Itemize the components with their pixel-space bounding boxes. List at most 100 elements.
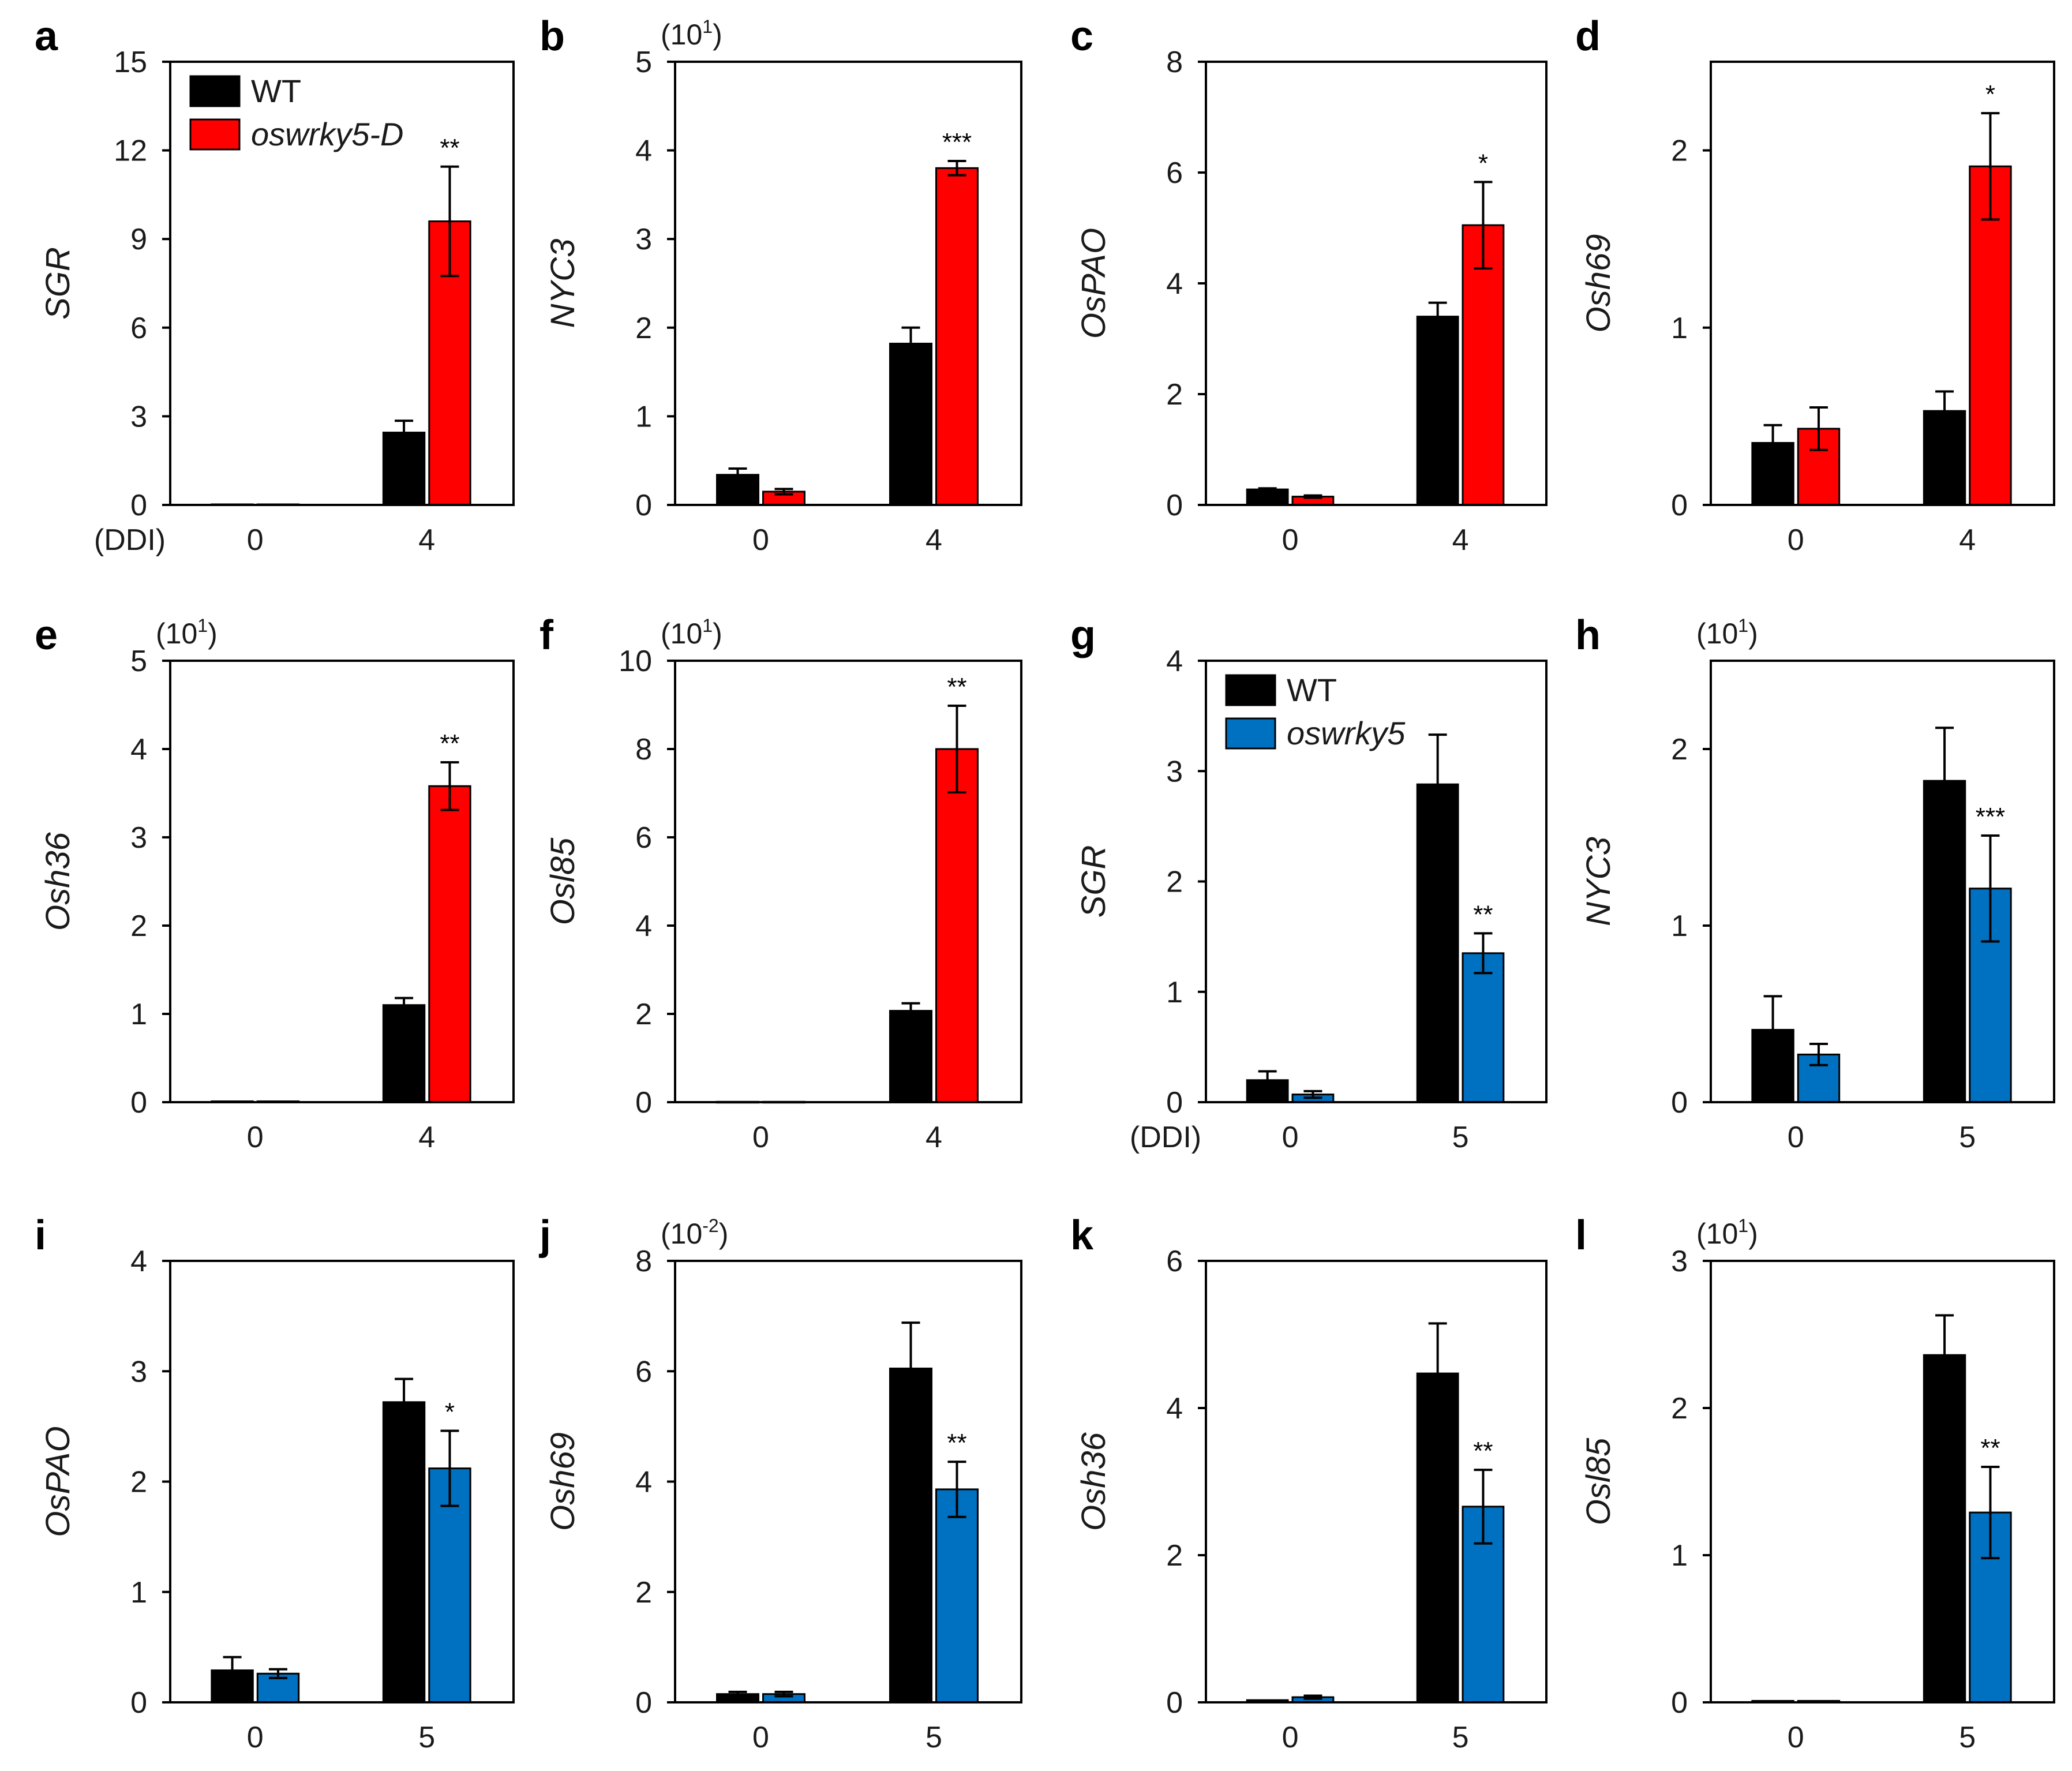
- y-axis-label: OsPAO: [1075, 228, 1112, 339]
- bar-e-WT-4: [382, 1004, 426, 1103]
- y-tick-label: 4: [1166, 645, 1183, 678]
- y-tick-label: 0: [1671, 1086, 1688, 1119]
- y-tick-label: 1: [1671, 1539, 1688, 1572]
- bar-b-oswrky5-D-4: [935, 167, 979, 506]
- bar-g-WT-5: [1416, 783, 1459, 1103]
- bar-k-WT-5: [1416, 1372, 1459, 1703]
- y-tick-label: 6: [635, 821, 652, 855]
- y-tick-label: 1: [1671, 909, 1688, 943]
- y-tick-label: 15: [114, 46, 147, 79]
- bar-e-oswrky5-D-4: [428, 785, 471, 1103]
- y-tick-label: 4: [635, 134, 652, 168]
- x-tick-label: 0: [1788, 523, 1804, 557]
- multiplier-close: ): [1748, 1218, 1758, 1250]
- y-tick-label: 0: [635, 489, 652, 522]
- plot-frame: [169, 61, 515, 506]
- x-tick-label: 4: [1452, 523, 1469, 557]
- multiplier-exponent: 1: [702, 16, 713, 37]
- x-tick-label: 0: [247, 1121, 264, 1154]
- x-tick-label: 0: [247, 523, 264, 557]
- y-tick-label: 0: [130, 489, 147, 522]
- x-tick-label: 5: [1452, 1121, 1469, 1154]
- x-axis-prefix: (DDI): [94, 523, 166, 557]
- plot-frame: [1710, 660, 2055, 1103]
- multiplier-base: (10: [156, 617, 197, 650]
- y-tick-label: 3: [130, 400, 147, 433]
- plot-frame: [169, 660, 515, 1103]
- bar-l-WT-5: [1923, 1354, 1966, 1703]
- multiplier-close: ): [713, 617, 722, 650]
- y-tick-label: 12: [114, 134, 147, 168]
- plot-frame: [1710, 1260, 2055, 1703]
- x-tick-label: 0: [1282, 1721, 1299, 1754]
- y-axis-label: Osh69: [1580, 234, 1617, 333]
- y-tick-label: 6: [130, 312, 147, 345]
- significance-marker: **: [947, 1429, 966, 1457]
- x-tick-label: 5: [1452, 1721, 1469, 1754]
- y-tick-label: 0: [130, 1086, 147, 1119]
- panel-f: f (101) 0 ** 4 0 2 4 6 8 10 Osl85: [539, 612, 1022, 1154]
- y-tick-label: 1: [130, 1576, 147, 1609]
- y-tick-label: 4: [635, 909, 652, 943]
- y-axis-label: Osl85: [1580, 1437, 1617, 1525]
- x-tick-label: 4: [1959, 523, 1976, 557]
- panel-letter: h: [1575, 612, 1601, 658]
- y-tick-label: 2: [130, 1466, 147, 1499]
- y-tick-label: 1: [130, 998, 147, 1031]
- x-tick-label: 0: [1788, 1121, 1804, 1154]
- x-tick-label: 5: [1959, 1721, 1976, 1754]
- legend-swatch: [1225, 674, 1276, 706]
- y-tick-label: 6: [1166, 156, 1183, 190]
- y-axis-label: Osh36: [39, 832, 77, 931]
- bar-f-WT-4: [889, 1010, 932, 1103]
- y-tick-label: 0: [1166, 1086, 1183, 1119]
- axis-multiplier: (101): [1696, 615, 1758, 650]
- x-tick-label: 4: [418, 523, 435, 557]
- y-axis-label: NYC3: [1580, 837, 1617, 926]
- x-tick-label: 4: [418, 1121, 435, 1154]
- multiplier-close: ): [719, 1218, 729, 1250]
- bar-j-oswrky5-5: [935, 1488, 979, 1703]
- bar-i-oswrky5-5: [428, 1467, 471, 1703]
- x-tick-label: 0: [752, 523, 769, 557]
- plot-frame: [1710, 61, 2055, 506]
- y-tick-label: 6: [1166, 1245, 1183, 1278]
- panel-letter: b: [539, 13, 565, 59]
- y-axis-label: SGR: [39, 247, 77, 320]
- panel-letter: l: [1575, 1212, 1587, 1259]
- x-tick-label: 0: [1282, 1121, 1299, 1154]
- significance-marker: **: [1473, 1437, 1493, 1465]
- y-axis-label: OsPAO: [39, 1426, 77, 1537]
- legend-label: WT: [251, 73, 301, 109]
- y-tick-label: 4: [1166, 1392, 1183, 1425]
- bar-c-WT-0: [1246, 488, 1289, 506]
- multiplier-exponent: 1: [1738, 615, 1748, 636]
- y-tick-label: 5: [130, 645, 147, 678]
- multiplier-exponent: 1: [197, 615, 208, 636]
- legend-label: WT: [1287, 672, 1337, 708]
- y-tick-label: 4: [130, 733, 147, 766]
- y-tick-label: 0: [130, 1686, 147, 1720]
- y-tick-label: 0: [1166, 1686, 1183, 1720]
- significance-marker: **: [1980, 1434, 2000, 1462]
- x-tick-label: 5: [418, 1721, 435, 1754]
- multiplier-base: (10: [661, 1218, 702, 1250]
- multiplier-exponent: 1: [702, 615, 713, 636]
- plot-frame: [674, 660, 1022, 1103]
- axis-multiplier: (101): [1696, 1215, 1758, 1250]
- bar-d-oswrky5-D-4: [1969, 165, 2012, 506]
- significance-marker: *: [445, 1398, 455, 1426]
- y-tick-label: 4: [635, 1466, 652, 1499]
- panel-i: i 0 * 5 0 1 2 3 4 OsPAO: [35, 1212, 515, 1754]
- y-tick-label: 8: [635, 733, 652, 766]
- y-tick-label: 0: [635, 1686, 652, 1720]
- multiplier-base: (10: [1696, 1218, 1738, 1250]
- panel-j: j (10-2) 0 ** 5 0 2 4 6 8 Osh69: [538, 1212, 1022, 1754]
- significance-marker: **: [947, 673, 966, 701]
- bar-i-WT-5: [382, 1401, 426, 1703]
- y-tick-label: 6: [635, 1355, 652, 1388]
- y-tick-label: 4: [1166, 267, 1183, 301]
- y-tick-label: 2: [1671, 134, 1688, 168]
- y-tick-label: 9: [130, 223, 147, 256]
- panel-letter: i: [35, 1212, 46, 1259]
